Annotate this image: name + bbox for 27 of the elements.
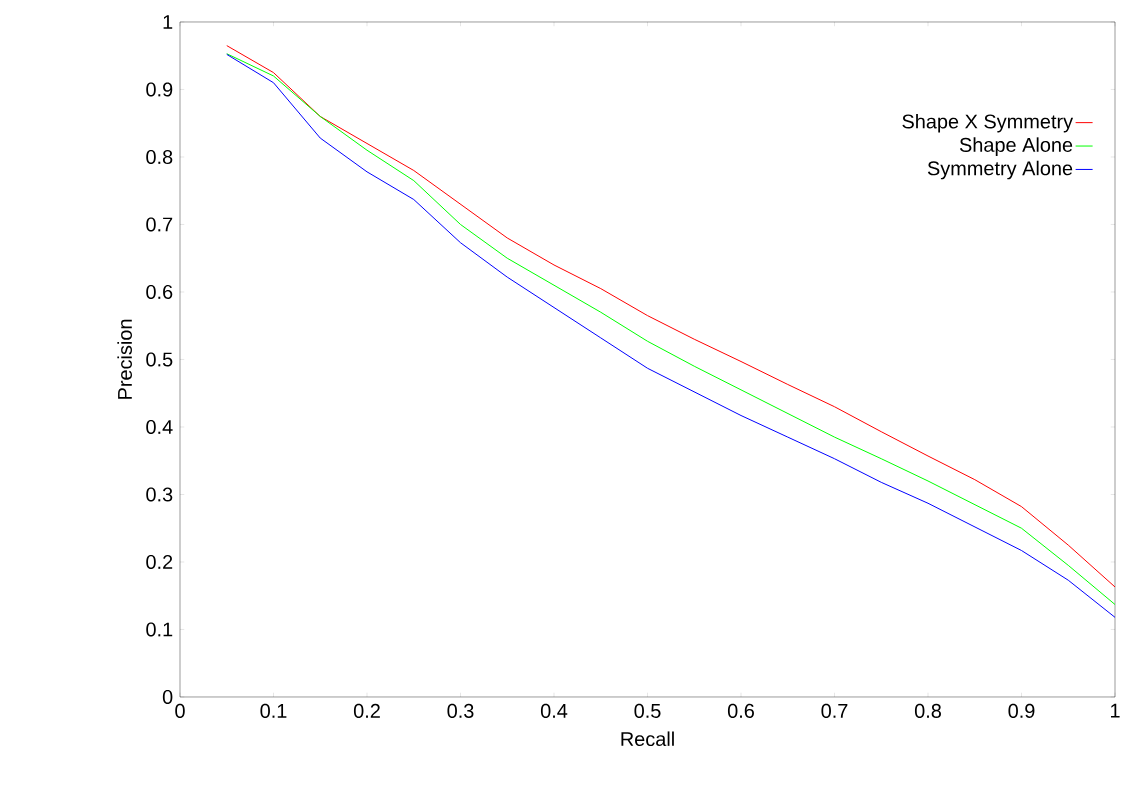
legend-label: Symmetry Alone [927, 160, 1073, 180]
y-tick-label: 0.4 [146, 419, 173, 435]
x-tick-label: 0.8 [914, 703, 941, 718]
y-tick-label: 0.1 [146, 622, 173, 637]
y-tick-label: 0.8 [146, 149, 173, 165]
y-tick-label: 1 [163, 15, 173, 29]
y-tick-label: 0.2 [146, 554, 173, 570]
y-tick-label: 0.9 [146, 82, 173, 97]
x-tick-label: 1 [1110, 703, 1120, 718]
y-tick-label: 0.5 [146, 352, 173, 367]
x-tick-label: 0.1 [260, 703, 287, 718]
x-tick-label: 0.4 [540, 703, 568, 718]
x-axis-title: Recall [621, 731, 674, 747]
y-tick-label: 0.7 [146, 217, 173, 232]
x-tick-label: 0.9 [1008, 703, 1035, 718]
y-tick-label: 0 [162, 689, 173, 705]
y-tick-label: 0.6 [146, 284, 173, 300]
x-tick-label: 0.3 [447, 703, 474, 718]
y-axis-title: Precision [117, 319, 132, 399]
x-tick-label: 0.5 [634, 703, 661, 718]
x-tick-label: 0.7 [821, 703, 848, 718]
x-tick-label: 0.2 [353, 703, 380, 718]
x-tick-label: 0 [175, 703, 185, 718]
legend-label: Shape X Symmetry [902, 113, 1074, 133]
y-tick-label: 0.3 [146, 487, 173, 502]
legend-label: Shape Alone [959, 137, 1073, 156]
x-tick-label: 0.6 [727, 703, 754, 718]
